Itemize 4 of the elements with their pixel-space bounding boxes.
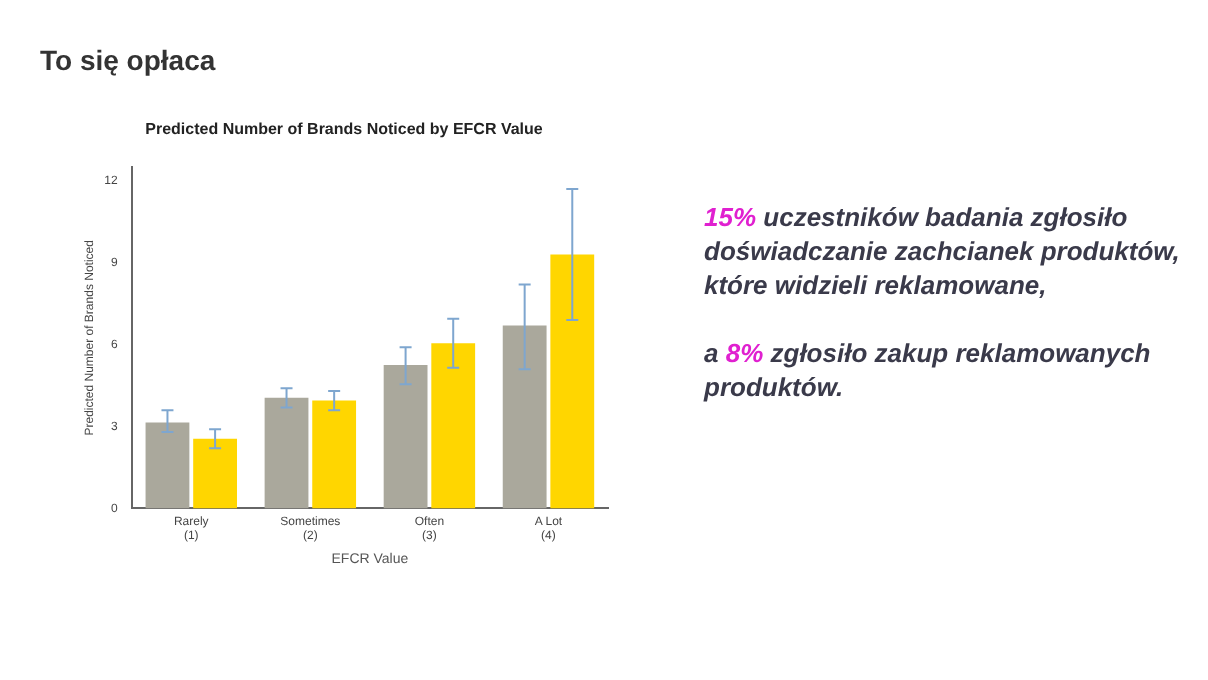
chart-title: Predicted Number of Brands Noticed by EFCR Value — [145, 120, 544, 139]
text: a 8% zgłosiło zakup reklamowanych produktów. — [704, 338, 1151, 402]
text: 15% uczestników badania zgłosiło doświadczanie zachcianek produktów, które widzieli reklamowane, — [704, 202, 1180, 300]
text: To się opłaca — [40, 44, 216, 76]
